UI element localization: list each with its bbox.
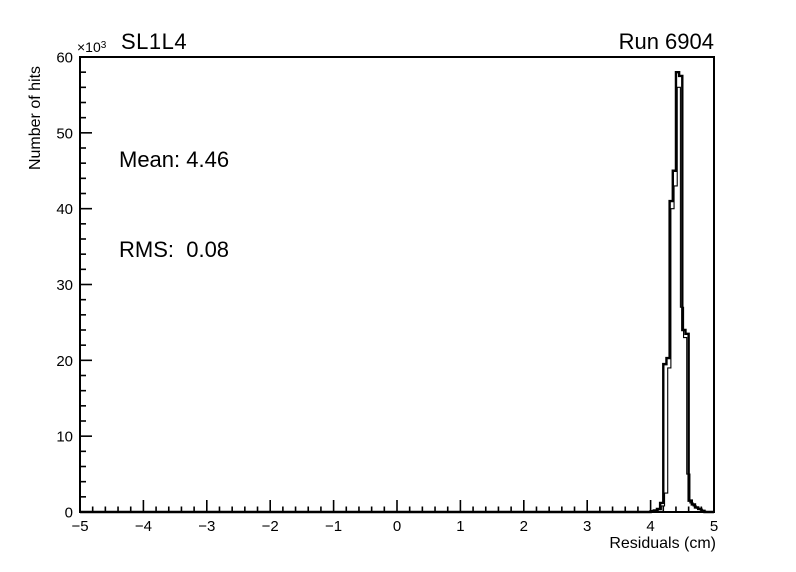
run-number-label: Run 6904: [618, 29, 714, 54]
x-tick-label: 3: [583, 518, 591, 535]
y-tick-label: 0: [65, 505, 73, 522]
y-tick-label: 50: [56, 125, 73, 142]
stats-box: Mean: 4.46 RMS: 0.08: [119, 85, 229, 325]
y-tick-label: 20: [56, 353, 73, 370]
y-tick-label: 30: [56, 277, 73, 294]
x-tick-label: 0: [393, 518, 401, 535]
x-tick-label: −3: [198, 518, 215, 535]
plot-title: SL1L4: [121, 29, 188, 54]
x-tick-label: 5: [710, 518, 718, 535]
x-tick-label: −2: [262, 518, 279, 535]
x-tick-label: −5: [71, 518, 88, 535]
x-tick-label: 1: [456, 518, 464, 535]
residuals-histogram-inner: [80, 86, 714, 513]
y-tick-label: 40: [56, 201, 73, 218]
x-tick-label: −4: [135, 518, 152, 535]
x-tick-label: −1: [325, 518, 342, 535]
stat-rms: RMS: 0.08: [119, 237, 230, 262]
y-axis-title: Number of hits: [27, 65, 44, 171]
x-tick-label: 2: [520, 518, 528, 535]
x-axis-title: Residuals (cm): [609, 535, 716, 552]
y-tick-label: 60: [56, 50, 73, 67]
y-tick-label: 10: [56, 429, 73, 446]
x-tick-label: 4: [646, 518, 654, 535]
stat-mean: Mean: 4.46: [119, 147, 230, 172]
y-axis-multiplier: ×103: [77, 39, 107, 55]
